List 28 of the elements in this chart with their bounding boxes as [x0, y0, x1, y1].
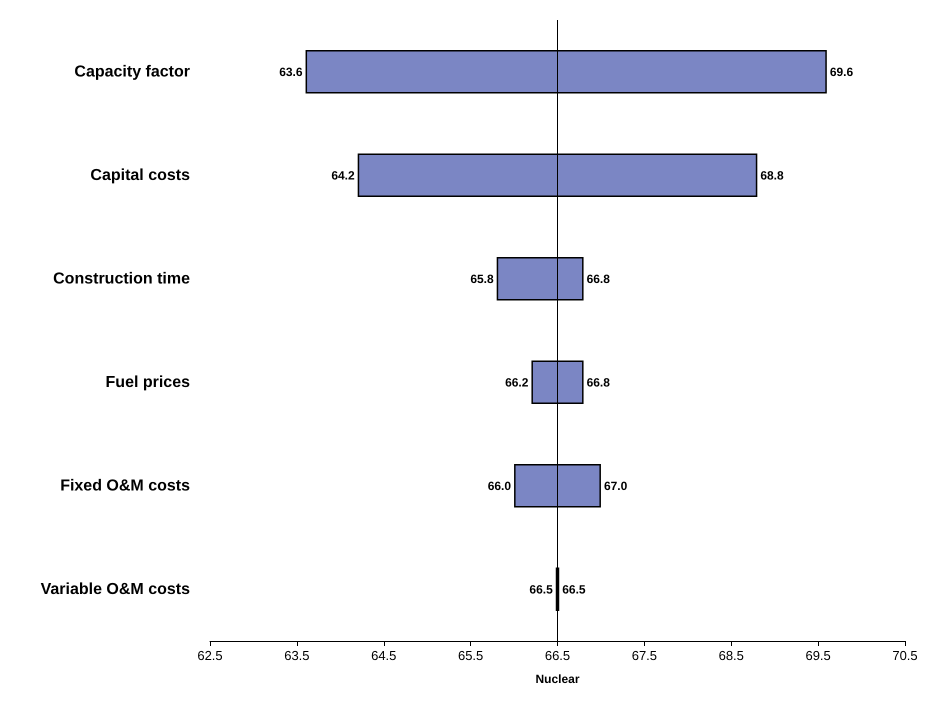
x-tick-label: 68.5: [718, 648, 744, 663]
annotation: 66.8: [586, 375, 610, 390]
x-tick-label: 69.5: [805, 648, 831, 663]
x-tick-label: 67.5: [632, 648, 658, 663]
x-tick-label: 62.5: [197, 648, 223, 663]
x-tick-label: 63.5: [284, 648, 310, 663]
y-tick-label: Capacity factor: [74, 63, 190, 80]
annotation: 66.5: [562, 582, 586, 596]
annotation: 69.6: [830, 64, 854, 79]
annotation: 66.5: [529, 582, 554, 596]
y-tick-label: Fixed O&M costs: [60, 477, 190, 494]
y-tick-label: Capital costs: [90, 166, 190, 184]
annotation: 68.8: [760, 168, 784, 182]
x-tick-label: 64.5: [371, 648, 396, 663]
y-tick-label: Construction time: [53, 270, 190, 288]
annotation: 63.6: [279, 64, 303, 79]
y-tick-label: Variable O&M costs: [40, 580, 190, 598]
x-tick-label: 65.5: [458, 648, 484, 663]
annotation: 66.2: [505, 375, 529, 390]
annotation: 64.2: [331, 168, 356, 182]
annotation: 65.8: [470, 272, 494, 286]
x-tick-label: 66.5: [544, 648, 570, 663]
x-axis-title: Nuclear: [535, 672, 580, 686]
annotation: 66.0: [488, 478, 512, 493]
annotation: 67.0: [604, 478, 628, 493]
y-tick-label: Fuel prices: [106, 374, 190, 391]
annotation: 66.8: [586, 272, 610, 286]
x-tick-label: 70.5: [892, 648, 918, 663]
